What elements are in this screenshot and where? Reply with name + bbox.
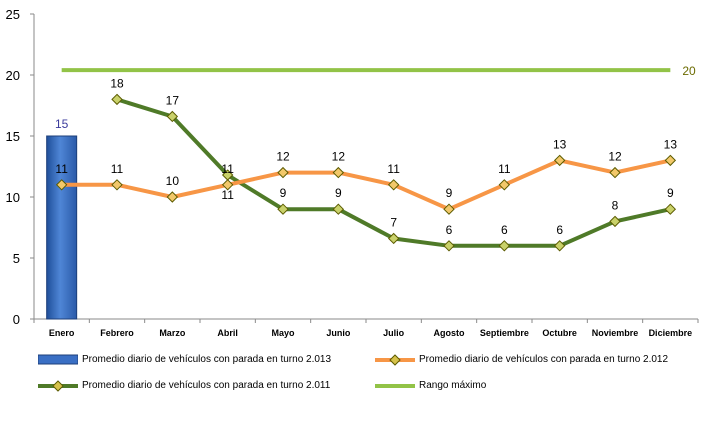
y-tick-label: 0 xyxy=(13,312,20,327)
series-2011-data-label: 11 xyxy=(221,188,234,202)
series-2012-point xyxy=(166,191,179,203)
y-tick-label: 5 xyxy=(13,251,20,266)
series-2012-point xyxy=(55,179,68,191)
series-2011-data-label: 6 xyxy=(556,223,563,237)
series-2011-data-label: 8 xyxy=(612,198,619,212)
bar-2013 xyxy=(46,135,78,320)
series-2012-data-label: 13 xyxy=(553,137,567,151)
x-tick-label: Abril xyxy=(217,328,238,338)
legend-swatch xyxy=(38,354,78,365)
series-2011-data-label: 6 xyxy=(501,223,508,237)
legend-swatch xyxy=(38,380,78,392)
legend-swatch xyxy=(375,384,415,388)
legend-label: Promedio diario de vehículos con parada … xyxy=(419,354,669,365)
x-tick-label: Diciembre xyxy=(649,328,693,338)
y-tick-label: 15 xyxy=(6,129,20,144)
series-2011-data-label: 9 xyxy=(667,186,674,200)
series-2012-point xyxy=(221,179,234,191)
x-tick-label: Marzo xyxy=(159,328,186,338)
rango-maximo-label: 20 xyxy=(682,64,696,78)
series-2012-point xyxy=(498,179,511,191)
series-2012-data-label: 11 xyxy=(55,162,68,176)
series-2012-point xyxy=(111,179,123,191)
series-2011-point xyxy=(111,93,123,106)
x-tick-label: Noviembre xyxy=(592,328,639,338)
x-tick-label: Septiembre xyxy=(480,328,529,338)
series-2012-point xyxy=(332,166,345,179)
series-2012-point xyxy=(609,166,621,179)
x-tick-label: Febrero xyxy=(100,328,134,338)
legend-label: Rango máximo xyxy=(419,380,487,391)
series-2012-data-label: 11 xyxy=(387,162,400,176)
y-tick-label: 25 xyxy=(6,7,20,22)
series-2012-line xyxy=(61,158,671,212)
series-2012-data-label: 12 xyxy=(608,150,622,164)
series-2012-data-label: 12 xyxy=(276,150,290,164)
series-2011-point xyxy=(332,203,345,215)
legend-swatch xyxy=(375,354,415,366)
bar-data-label: 15 xyxy=(55,117,69,131)
series-2012-data-label: 10 xyxy=(166,174,180,188)
series-2012-data-label: 12 xyxy=(332,150,346,164)
series-2011-point xyxy=(277,203,289,215)
legend-label: Promedio diario de vehículos con parada … xyxy=(82,380,331,391)
series-2012-point xyxy=(664,154,677,167)
y-tick-label: 10 xyxy=(6,190,20,205)
series-2011-data-label: 18 xyxy=(110,76,124,90)
series-2011-point xyxy=(664,203,677,215)
series-2012-data-label: 11 xyxy=(111,162,124,176)
series-2012-data-label: 9 xyxy=(446,186,453,200)
series-2011-point xyxy=(609,215,621,228)
series-2011-point xyxy=(553,240,566,252)
series-2011-data-label: 9 xyxy=(335,186,342,200)
series-2012-point xyxy=(387,179,400,191)
x-tick-label: Octubre xyxy=(542,328,577,338)
series-2011-data-label: 7 xyxy=(390,215,397,229)
series-2011-point xyxy=(166,110,179,123)
series-2012-data-label: 11 xyxy=(498,162,511,176)
series-2012-point xyxy=(443,203,455,215)
legend-label: Promedio diario de vehículos con parada … xyxy=(82,354,332,365)
x-tick-label: Julio xyxy=(383,328,405,338)
series-2012-point xyxy=(277,166,289,179)
series-2012-data-label: 11 xyxy=(221,162,234,176)
series-2011-data-label: 9 xyxy=(280,186,287,200)
series-2012-point xyxy=(553,154,566,167)
series-2011-point xyxy=(387,232,400,245)
x-tick-label: Mayo xyxy=(271,328,295,338)
series-2011-point xyxy=(443,240,455,252)
y-tick-label: 20 xyxy=(6,68,20,83)
series-2011-point xyxy=(498,240,511,252)
x-tick-label: Junio xyxy=(326,328,351,338)
series-2012-data-label: 13 xyxy=(664,137,678,151)
series-2011-data-label: 17 xyxy=(166,93,180,107)
x-tick-label: Enero xyxy=(49,328,75,338)
x-tick-label: Agosto xyxy=(434,328,465,338)
series-2011-data-label: 6 xyxy=(446,223,453,237)
